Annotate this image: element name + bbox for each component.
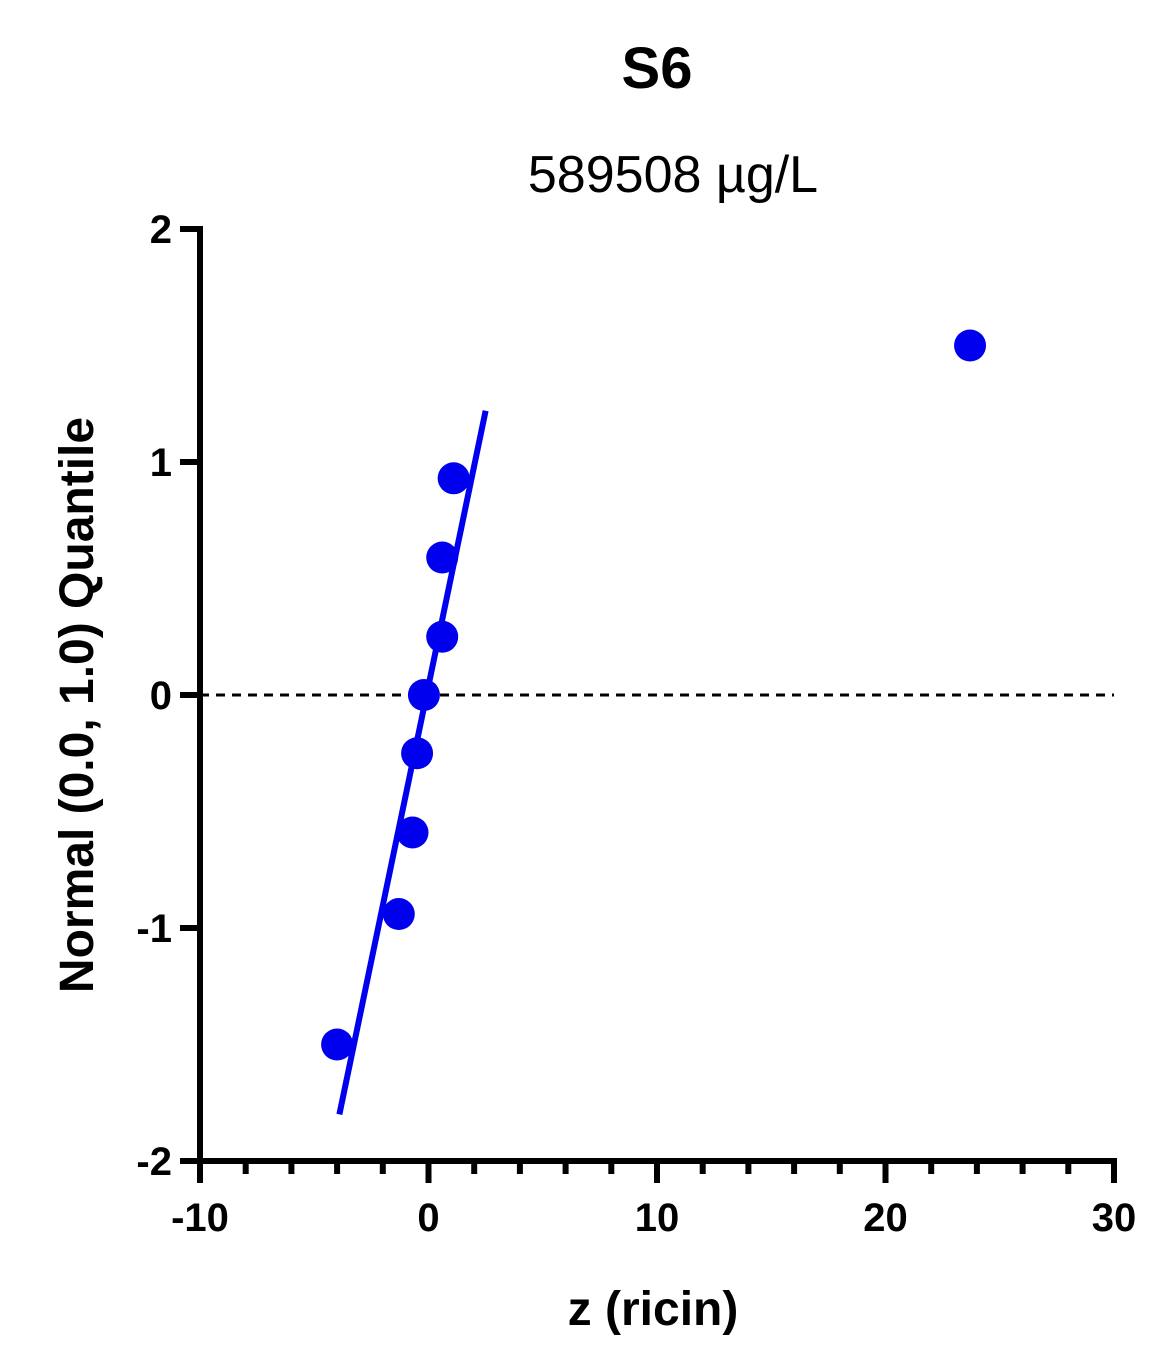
x-tick-label: 30: [1092, 1196, 1137, 1240]
data-point: [321, 1028, 354, 1061]
data-point: [407, 679, 440, 711]
data-point: [954, 329, 987, 362]
x-tick-label: 0: [417, 1196, 439, 1240]
data-point: [426, 541, 459, 574]
x-axis-label: z (ricin): [568, 1283, 739, 1336]
y-tick-label: -1: [136, 907, 172, 951]
y-tick-label: -2: [136, 1140, 172, 1184]
chart-subtitle: 589508 µg/L: [528, 146, 818, 204]
y-tick-label: 2: [150, 208, 172, 252]
x-tick-label: -10: [171, 1196, 229, 1240]
data-points: [321, 329, 987, 1061]
data-point: [382, 898, 415, 931]
data-point: [396, 816, 429, 849]
data-point: [401, 737, 434, 770]
chart-title: S6: [622, 36, 693, 101]
x-tick-label: 20: [863, 1196, 908, 1240]
x-tick-label: 10: [635, 1196, 680, 1240]
data-point: [437, 462, 470, 495]
y-tick-label: 1: [150, 441, 172, 485]
y-axis-label: Normal (0.0, 1.0) Quantile: [51, 417, 104, 993]
y-tick-label: 0: [150, 674, 172, 718]
data-point: [426, 620, 459, 653]
